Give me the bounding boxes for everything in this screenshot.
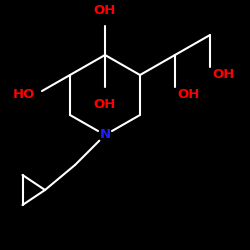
Text: OH: OH [94,4,116,18]
Text: OH: OH [94,98,116,110]
Text: OH: OH [212,68,235,82]
Text: N: N [100,128,110,141]
Text: HO: HO [12,88,35,102]
Text: OH: OH [178,88,200,102]
